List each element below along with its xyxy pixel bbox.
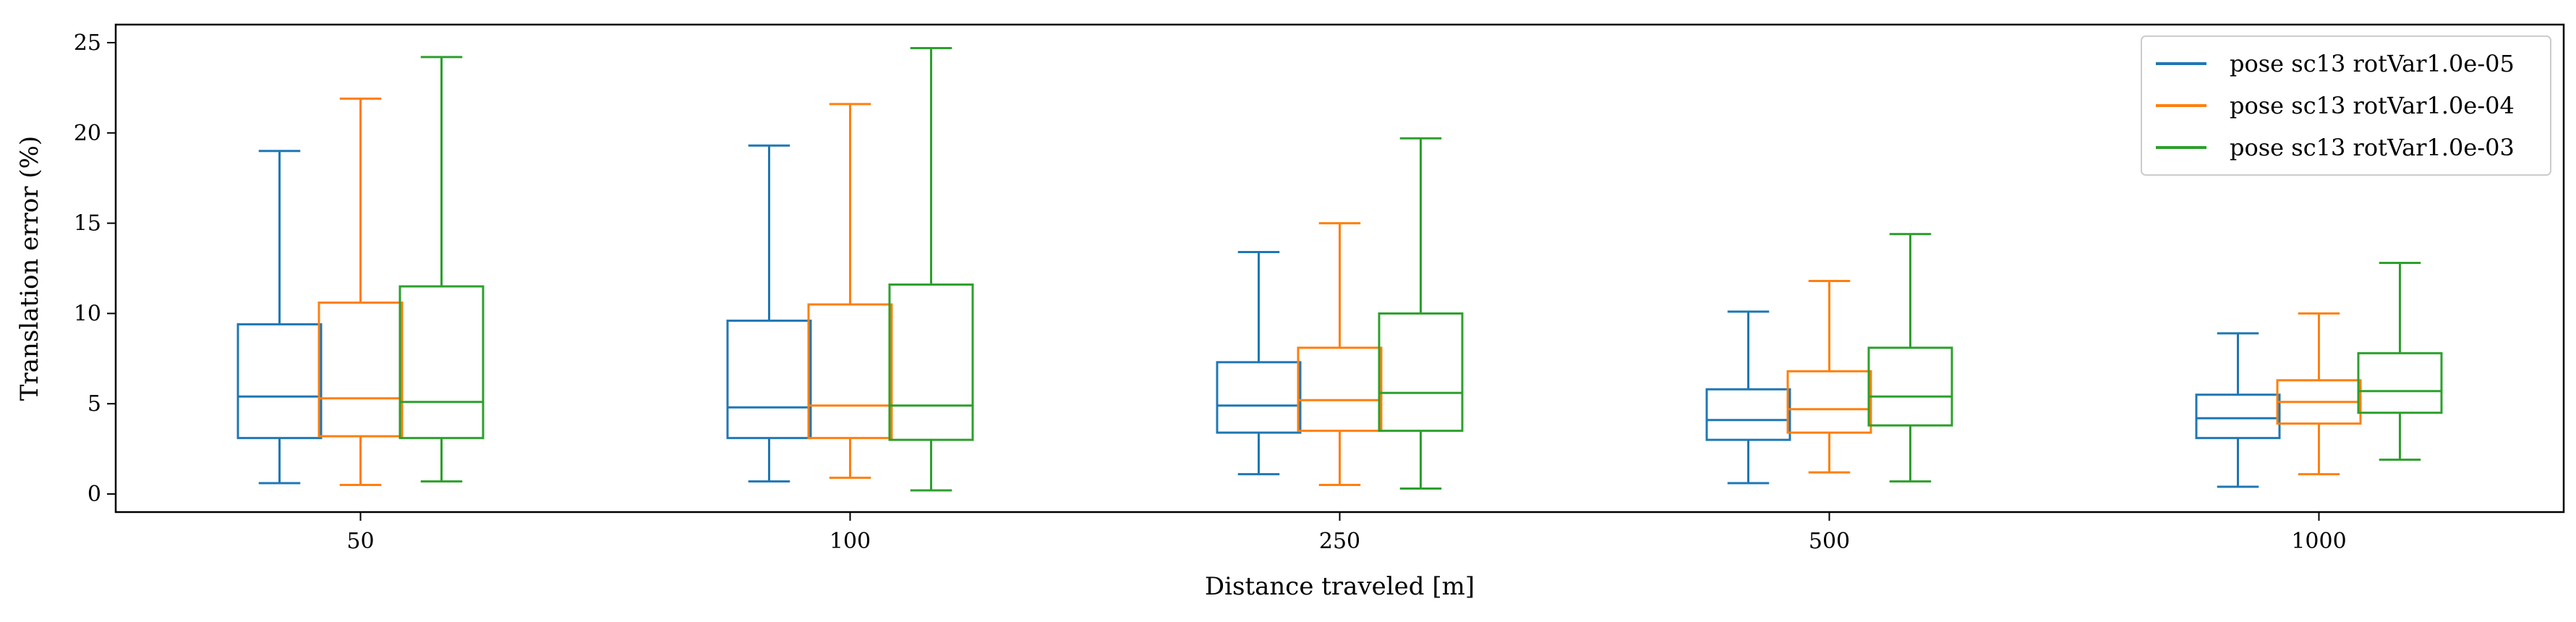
legend-entry: pose sc13 rotVar1.0e-05 [2230,50,2515,77]
box-iqr [1786,370,1872,434]
y-axis-label: Translation error (%) [15,136,44,401]
box-plot [1216,251,1302,476]
x-axis-label: Distance traveled [m] [1205,572,1475,601]
box-plot [1786,279,1872,474]
box-iqr [807,303,893,440]
box-iqr [317,301,404,438]
y-tick-label: 25 [74,30,101,56]
box-iqr [1216,361,1302,434]
legend-entry: pose sc13 rotVar1.0e-03 [2230,134,2515,161]
series-1 [236,144,2281,488]
y-tick-label: 15 [74,211,101,237]
box-iqr [236,323,323,440]
box-plot [807,103,893,480]
x-axis: 50 100 250 500 1000 [346,512,2347,554]
series-2 [317,97,2362,487]
x-tick-label: 50 [346,529,374,554]
legend: pose sc13 rotVar1.0e-05 pose sc13 rotVar1… [2141,35,2551,176]
box-iqr [1378,312,1464,433]
plot-area [236,46,2443,492]
box-plot [236,150,323,485]
box-plot [2276,312,2362,476]
x-tick-label: 1000 [2291,529,2346,554]
box-iqr [2357,352,2443,414]
box-plot [398,56,485,483]
x-tick-label: 500 [1809,529,1850,554]
x-tick-label: 100 [829,529,871,554]
box-plot [1297,222,1383,487]
box-iqr [888,283,974,441]
y-tick-label: 0 [88,482,101,507]
box-plot [1867,233,1953,483]
y-tick-label: 5 [88,391,101,417]
box-plot [2195,332,2281,488]
box-iqr [1867,346,1953,427]
box-plot [1705,310,1791,485]
y-tick-label: 20 [74,121,101,146]
legend-entry: pose sc13 rotVar1.0e-04 [2230,92,2515,119]
box-plot [317,97,404,487]
x-tick-label: 250 [1319,529,1360,554]
y-axis: 0 5 10 15 20 25 [74,30,116,507]
box-plot [1378,137,1464,490]
box-iqr [1705,388,1791,441]
series-3 [398,46,2443,492]
box-iqr [726,319,812,440]
box-iqr [1297,346,1383,433]
box-plot [2357,262,2443,461]
legend-frame [2141,35,2551,176]
box-iqr [2195,393,2281,440]
box-iqr [398,285,485,440]
box-plot [888,46,974,492]
box-plot [726,144,812,483]
y-tick-label: 10 [74,301,101,326]
